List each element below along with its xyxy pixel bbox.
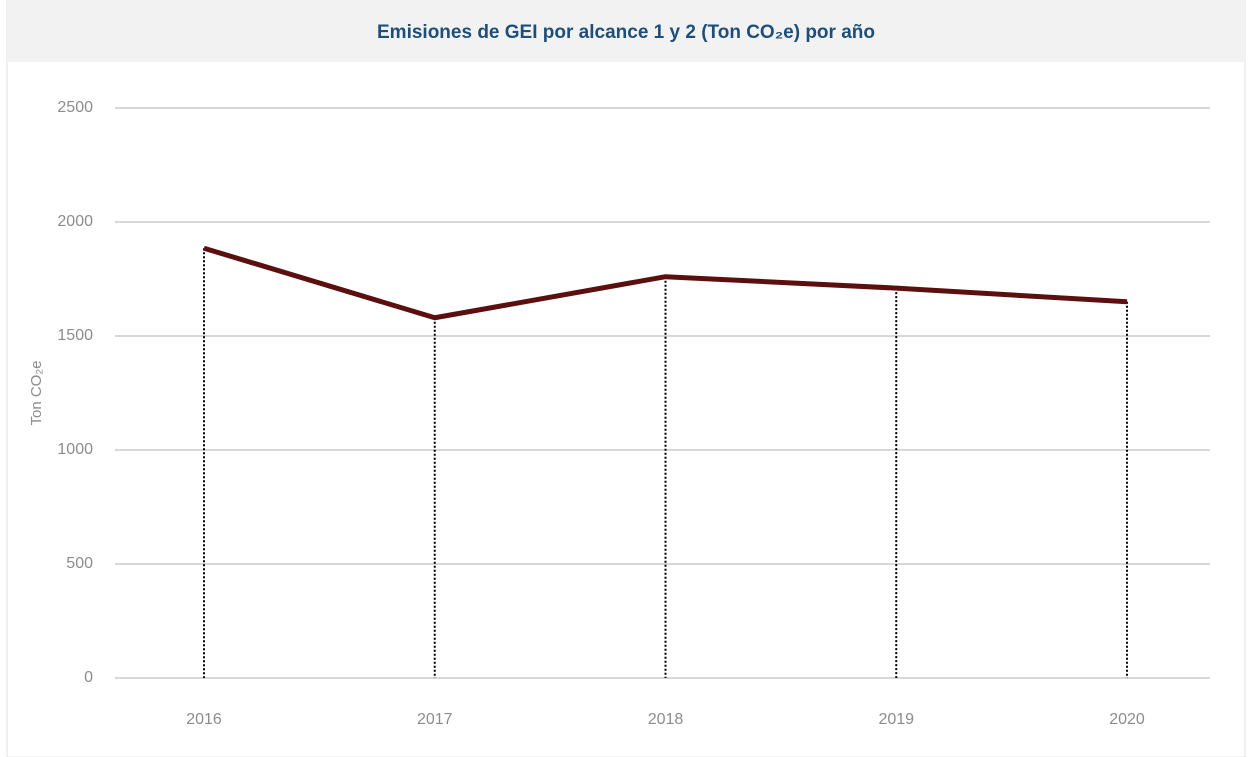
- y-axis-label: Ton CO₂e: [28, 360, 45, 425]
- title-band: [7, 0, 1245, 62]
- data-line: [203, 245, 1128, 321]
- x-tick-label: 2018: [648, 711, 684, 728]
- y-tick-label: 0: [84, 669, 93, 686]
- frame: [6, 0, 1246, 757]
- y-tick-label: 2000: [57, 213, 93, 230]
- x-tick-label: 2017: [417, 711, 453, 728]
- y-tick-label: 2500: [57, 99, 93, 116]
- y-tick-label: 1500: [57, 327, 93, 344]
- x-tick-label: 2020: [1109, 711, 1145, 728]
- chart-title: Emisiones de GEI por alcance 1 y 2 (Ton …: [377, 22, 875, 43]
- x-tick-label: 2019: [878, 711, 914, 728]
- y-tick-label: 500: [66, 555, 93, 572]
- x-tick-label: 2016: [186, 711, 222, 728]
- y-tick-label: 1000: [57, 441, 93, 458]
